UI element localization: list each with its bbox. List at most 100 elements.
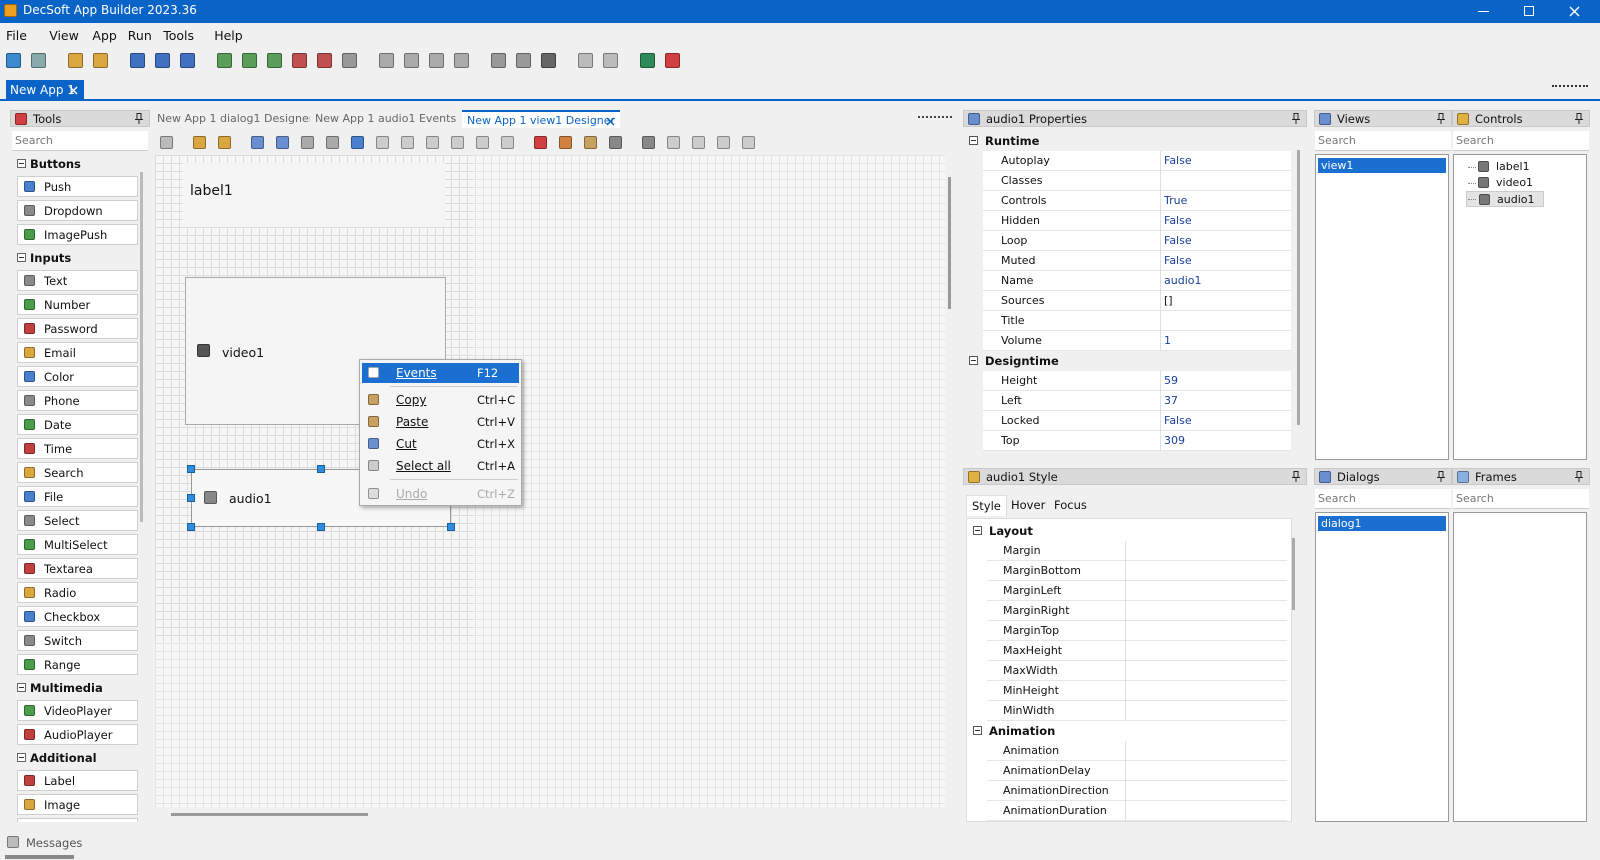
tool-item[interactable]: Phone: [17, 390, 138, 411]
designer-tool[interactable]: [301, 136, 314, 149]
designer-tool[interactable]: [609, 136, 622, 149]
toolbar-button[interactable]: [267, 53, 282, 68]
property-row[interactable]: Classes: [983, 171, 1291, 191]
designer-tool[interactable]: [218, 136, 231, 149]
context-menu-item[interactable]: Cut Ctrl+X: [362, 434, 519, 454]
close-button[interactable]: [606, 116, 615, 126]
pin-button[interactable]: [1437, 113, 1445, 124]
style-row[interactable]: MarginBottom: [987, 561, 1287, 581]
tool-item[interactable]: Select: [17, 510, 138, 531]
pin-button[interactable]: [1575, 113, 1583, 124]
tab-scroll[interactable]: [918, 116, 952, 121]
property-row[interactable]: Muted False: [983, 251, 1291, 271]
menu-item[interactable]: App: [92, 28, 117, 43]
toolbar-button[interactable]: [665, 53, 680, 68]
property-row[interactable]: Height 59: [983, 371, 1291, 391]
property-row[interactable]: Controls True: [983, 191, 1291, 211]
style-row[interactable]: MinWidth: [987, 701, 1287, 721]
tool-item[interactable]: Color: [17, 366, 138, 387]
toolbar-button[interactable]: [155, 53, 170, 68]
designer-tool[interactable]: [692, 136, 705, 149]
section-header[interactable]: Layout: [967, 521, 1287, 541]
section-header[interactable]: Designtime: [963, 351, 1293, 371]
toolbar-button[interactable]: [603, 53, 618, 68]
resize-handle[interactable]: [187, 494, 195, 502]
tool-item[interactable]: Email: [17, 342, 138, 363]
tool-item[interactable]: Time: [17, 438, 138, 459]
property-row[interactable]: Name audio1: [983, 271, 1291, 291]
designer-tool[interactable]: [351, 136, 364, 149]
style-row[interactable]: MarginRight: [987, 601, 1287, 621]
designer-tool[interactable]: [584, 136, 597, 149]
designer-tool[interactable]: [193, 136, 206, 149]
toolbar-button[interactable]: [93, 53, 108, 68]
tool-item[interactable]: Switch: [17, 630, 138, 651]
search-box[interactable]: Search: [1315, 489, 1451, 509]
property-row[interactable]: Autoplay False: [983, 151, 1291, 171]
tool-item[interactable]: Search: [17, 462, 138, 483]
tool-item[interactable]: Radio: [17, 582, 138, 603]
tool-item[interactable]: Range: [17, 654, 138, 675]
style-row[interactable]: Margin: [987, 541, 1287, 561]
tool-item[interactable]: Password: [17, 318, 138, 339]
tree-item[interactable]: video1: [1466, 175, 1544, 191]
context-menu-item[interactable]: Copy Ctrl+C: [362, 390, 519, 410]
resize-handle[interactable]: [187, 523, 195, 531]
designer-tool[interactable]: [667, 136, 680, 149]
search-box[interactable]: Search: [1315, 131, 1451, 151]
tree-item[interactable]: label1: [1466, 159, 1544, 175]
designer-tool[interactable]: [476, 136, 489, 149]
tool-item[interactable]: Image: [17, 794, 138, 815]
toolbar-button[interactable]: [242, 53, 257, 68]
property-row[interactable]: Left 37: [983, 391, 1291, 411]
style-row[interactable]: AnimationDuration: [987, 801, 1287, 821]
resize-handle[interactable]: [317, 465, 325, 473]
designer-tool[interactable]: [376, 136, 389, 149]
designer-tool[interactable]: [276, 136, 289, 149]
tool-item[interactable]: MultiSelect: [17, 534, 138, 555]
toolbar-button[interactable]: [180, 53, 195, 68]
section-header[interactable]: Runtime: [963, 131, 1293, 151]
menu-item[interactable]: Tools: [163, 28, 194, 43]
designer-tool[interactable]: [251, 136, 264, 149]
style-tab[interactable]: Focus: [1054, 498, 1087, 512]
context-menu-item[interactable]: Undo Ctrl+Z: [362, 484, 519, 504]
style-row[interactable]: AnimationDelay: [987, 761, 1287, 781]
close-button[interactable]: [69, 85, 78, 95]
tool-item[interactable]: ImagePush: [17, 224, 138, 245]
designer-tool[interactable]: [742, 136, 755, 149]
context-menu-item[interactable]: Select all Ctrl+A: [362, 456, 519, 476]
pin-button[interactable]: [1292, 471, 1300, 482]
pin-button[interactable]: [135, 113, 143, 124]
designer-tool[interactable]: [642, 136, 655, 149]
tool-group[interactable]: Multimedia: [10, 678, 138, 699]
toolbar-button[interactable]: [31, 53, 46, 68]
pin-button[interactable]: [1575, 471, 1583, 482]
style-row[interactable]: AnimationDirection: [987, 781, 1287, 801]
toolbar-button[interactable]: [640, 53, 655, 68]
tool-item[interactable]: File: [17, 486, 138, 507]
designer-tool[interactable]: [426, 136, 439, 149]
property-row[interactable]: Top 309: [983, 431, 1291, 451]
toolbar-button[interactable]: [317, 53, 332, 68]
tool-item[interactable]: Dropdown: [17, 200, 138, 221]
property-row[interactable]: Volume 1: [983, 331, 1291, 351]
style-row[interactable]: Animation: [987, 741, 1287, 761]
context-menu-item[interactable]: Paste Ctrl+V: [362, 412, 519, 432]
section-header[interactable]: Animation: [967, 721, 1287, 741]
toolbar-button[interactable]: [6, 53, 21, 68]
search-box[interactable]: Search: [12, 131, 148, 151]
designer-tool[interactable]: [559, 136, 572, 149]
list-item[interactable]: view1: [1318, 158, 1446, 173]
resize-handle[interactable]: [317, 523, 325, 531]
toolbar-button[interactable]: [541, 53, 556, 68]
menu-item[interactable]: File: [6, 28, 27, 43]
property-row[interactable]: Locked False: [983, 411, 1291, 431]
list-item[interactable]: dialog1: [1318, 516, 1446, 531]
pin-button[interactable]: [1437, 471, 1445, 482]
menu-item[interactable]: Help: [214, 28, 243, 43]
tool-item[interactable]: Checkbox: [17, 606, 138, 627]
designer-tool[interactable]: [534, 136, 547, 149]
tool-item[interactable]: Number: [17, 294, 138, 315]
restore-button[interactable]: [1524, 6, 1534, 16]
